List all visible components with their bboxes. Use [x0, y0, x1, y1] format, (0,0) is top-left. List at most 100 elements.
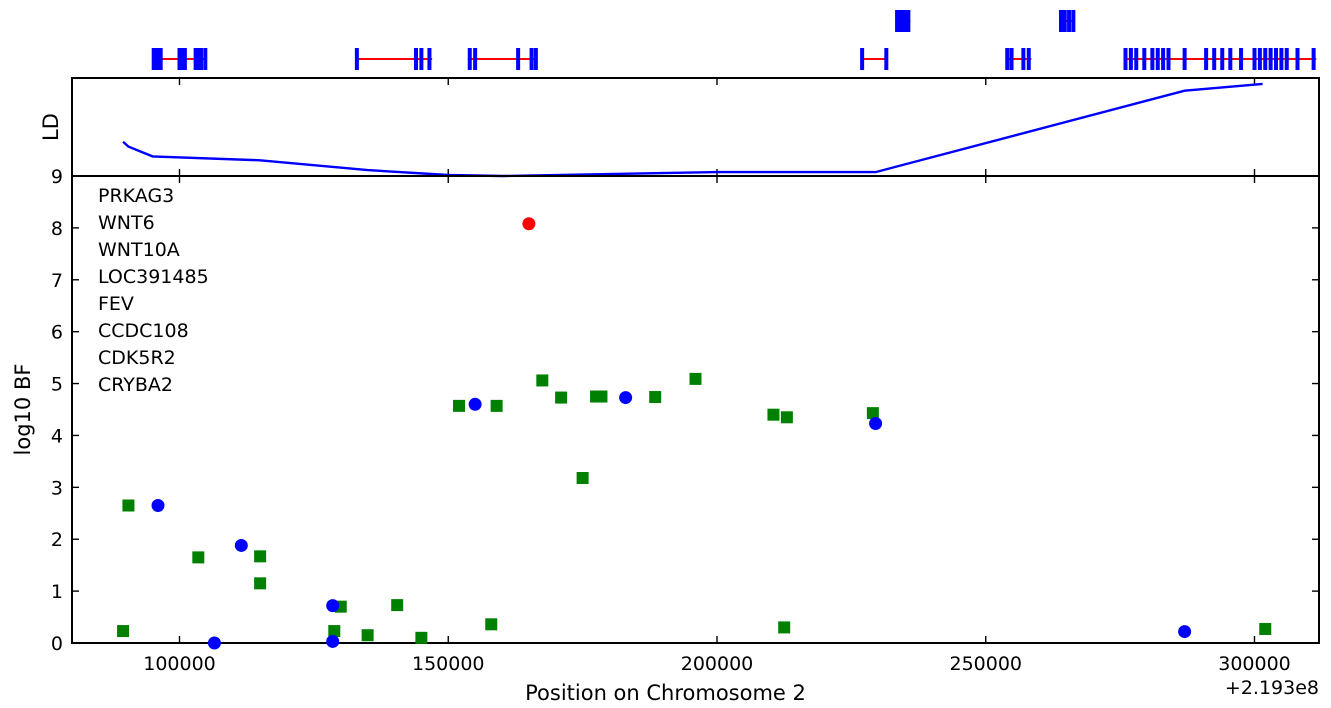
gene-exon: [1252, 48, 1257, 70]
data-point-square: [689, 372, 702, 385]
gene-exon: [1257, 48, 1262, 70]
gene-exon: [177, 48, 182, 70]
data-point-square: [192, 551, 205, 564]
gene-exon: [1021, 48, 1026, 70]
gene-exon: [1284, 48, 1289, 70]
bf-panel: 0 1 2 3 4 5 6 7 8 9 100000 150000 200000 250000 300000…: [11, 166, 1320, 705]
gene-exon: [529, 48, 534, 70]
gene-exon: [196, 48, 201, 70]
gene-exon: [199, 48, 203, 70]
gene-name-label: FEV: [98, 293, 134, 315]
data-point-circle: [234, 538, 248, 552]
gene-exon: [1005, 48, 1010, 70]
gene-exon: [1239, 48, 1244, 70]
ld-y-axis-label: LD: [39, 113, 63, 141]
gene-exon: [1220, 48, 1225, 70]
data-point-square: [361, 629, 374, 642]
gene-exon: [533, 48, 538, 70]
gene-exon: [1166, 48, 1171, 70]
ld-x-ticks: [178, 78, 1256, 176]
gene-exon: [1128, 48, 1133, 70]
data-point-square: [778, 621, 791, 634]
data-point-square: [780, 411, 793, 424]
bf-panel-frame: [71, 175, 1320, 644]
gene-exon: [1059, 10, 1063, 32]
data-point-circle: [869, 417, 883, 431]
data-point-square: [485, 618, 498, 631]
gene-exon: [1311, 48, 1316, 70]
x-tick-label: 300000: [1218, 653, 1291, 675]
ld-line: [122, 82, 1263, 178]
x-tick-label: 250000: [949, 653, 1022, 675]
gene-exon: [1062, 10, 1067, 32]
gene-name-label: CDK5R2: [98, 347, 176, 369]
gene-exon: [203, 48, 208, 70]
gene-exon: [182, 48, 187, 70]
data-point-circle: [619, 391, 633, 405]
gene-exon: [1155, 48, 1160, 70]
gene-exon: [156, 48, 160, 70]
gene-exon: [419, 48, 424, 70]
x-tick-label: 100000: [143, 653, 216, 675]
data-point-circle: [151, 498, 165, 512]
gene-exon: [906, 10, 911, 32]
ld-panel: LD: [39, 77, 1320, 178]
y-tick-label: 2: [51, 529, 63, 551]
bf-axis-ticks: 0 1 2 3 4 5 6 7 8 9 100000 150000 200000 250000 300000: [51, 166, 1319, 675]
gene-exon: [1204, 48, 1209, 70]
y-tick-label: 9: [51, 166, 63, 188]
data-point-circle: [468, 397, 482, 411]
y-tick-label: 6: [51, 322, 63, 344]
gene-exon: [860, 48, 865, 70]
gene-exon: [884, 48, 889, 70]
gene-exon: [354, 48, 359, 70]
gene-exon: [180, 48, 185, 70]
y-tick-label: 3: [51, 477, 63, 499]
gene-exon: [427, 48, 432, 70]
y-tick-label: 1: [51, 581, 63, 603]
gene-name-label: WNT6: [98, 212, 155, 234]
gene-exon: [895, 10, 900, 32]
gene-exon: [1295, 48, 1300, 70]
data-point-square: [866, 407, 879, 420]
data-point-circle: [326, 634, 340, 648]
gene-exon: [193, 48, 198, 70]
gene-exon: [158, 48, 163, 70]
gene-exon: [1142, 48, 1147, 70]
gene-exon: [1182, 48, 1187, 70]
gene-exon: [1268, 48, 1273, 70]
gene-exon: [897, 10, 902, 32]
gene-exon: [1274, 48, 1278, 70]
gene-exon: [1161, 48, 1166, 70]
data-point-square: [117, 625, 130, 638]
gene-name-label: CCDC108: [98, 320, 189, 342]
gene-name-label: CRYBA2: [98, 374, 173, 396]
y-tick-label: 5: [51, 374, 63, 396]
x-tick-label: 150000: [412, 653, 485, 675]
data-point-square: [576, 471, 589, 484]
data-point-square: [536, 374, 549, 387]
gene-name-label: LOC391485: [98, 266, 209, 288]
gene-exon: [467, 48, 472, 70]
data-point-square: [649, 391, 662, 404]
gene-exon: [1134, 48, 1139, 70]
gene-name-label: WNT10A: [98, 239, 180, 261]
data-point-square: [767, 408, 780, 421]
gene-exon: [1123, 48, 1128, 70]
gene-exon: [1009, 48, 1014, 70]
x-axis-label: Position on Chromosome 2: [525, 681, 806, 705]
x-tick-label: 200000: [681, 653, 754, 675]
data-point-square: [122, 499, 135, 512]
gene-exon: [473, 48, 478, 70]
gene-exon: [516, 48, 521, 70]
y-tick-label: 4: [51, 425, 63, 447]
x-offset-text: +2.193e8: [1225, 677, 1319, 699]
gene-exon: [1212, 48, 1217, 70]
gene-exon: [1228, 48, 1233, 70]
gene-exon: [1279, 48, 1284, 70]
gene-exon: [900, 10, 905, 32]
gene-exon: [1150, 48, 1155, 70]
gene-track: [151, 10, 1317, 70]
gene-exon: [414, 48, 418, 70]
